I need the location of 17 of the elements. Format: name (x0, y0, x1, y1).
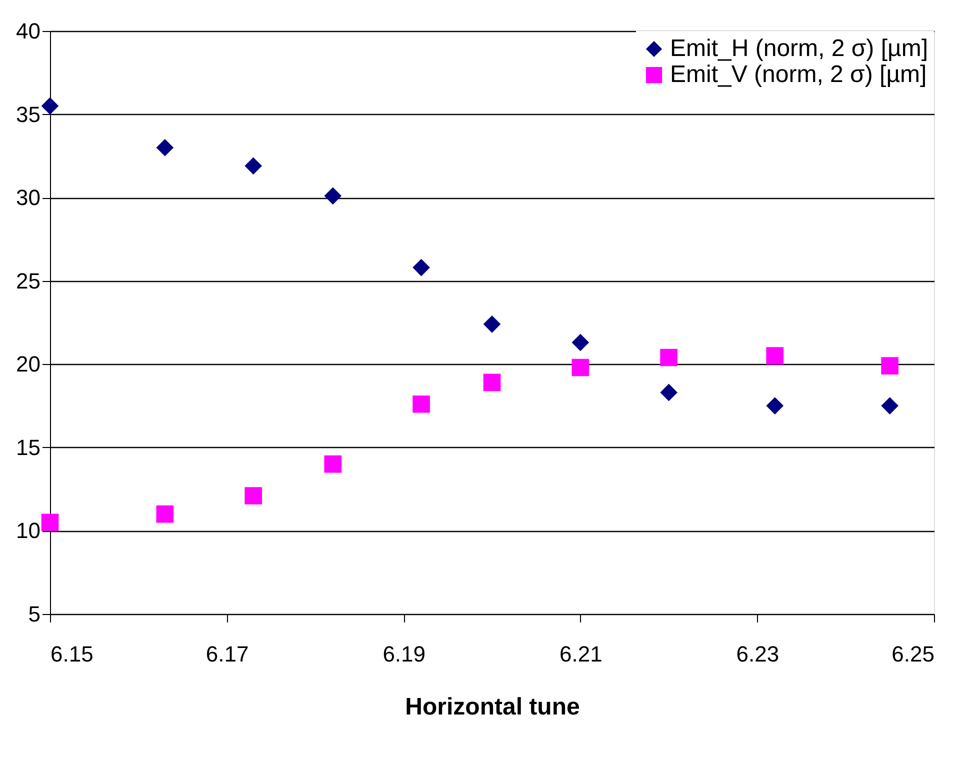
y-tick-label: 20 (16, 352, 40, 377)
y-tick-label: 40 (16, 18, 40, 44)
x-tick-label: 6.25 (892, 642, 934, 666)
legend-label: Emit_V (norm, 2 σ) [µm] (670, 61, 927, 88)
legend-label: Emit_H (norm, 2 σ) [µm] (670, 35, 928, 62)
y-tick-label: 30 (16, 185, 40, 210)
y-tick-label: 5 (28, 602, 40, 626)
x-tick-label: 6.17 (206, 642, 249, 666)
y-tick-label: 10 (16, 518, 40, 544)
y-tick-label: 15 (16, 434, 40, 460)
x-tick-label: 6.15 (50, 642, 94, 666)
y-tick-label: 25 (16, 268, 40, 294)
x-axis-title: Horizontal tune (405, 694, 580, 720)
y-tick-label: 35 (16, 102, 40, 127)
x-tick-label: 6.23 (736, 642, 780, 666)
x-tick-label: 6.19 (382, 642, 426, 666)
x-tick-label: 6.21 (559, 642, 602, 666)
